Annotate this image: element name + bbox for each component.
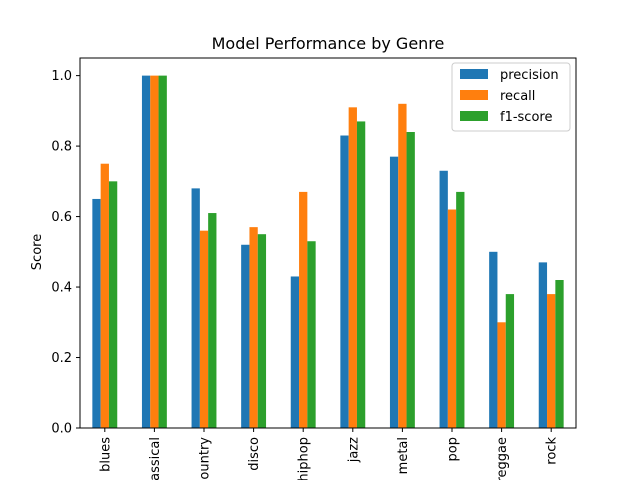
bar-precision-rock [538, 262, 548, 428]
bar-precision-disco [241, 244, 250, 428]
bar-recall-classical [150, 75, 159, 429]
x-tick-label-country: country [198, 437, 213, 480]
bar-precision-pop [439, 170, 448, 428]
legend-swatch-precision [460, 69, 488, 79]
legend-label-f1-score: f1-score [500, 110, 552, 125]
x-tick-label-jazz: jazz [346, 437, 361, 463]
bar-precision-country [191, 188, 200, 428]
legend-swatch-f1-score [460, 111, 488, 121]
bar-recall-blues [100, 163, 109, 428]
legend-label-recall: recall [500, 89, 535, 104]
bar-recall-disco [249, 227, 258, 428]
y-tick-label: 1.0 [51, 69, 72, 84]
x-axis: blues classical country disco hiphop jazz meta… [98, 428, 560, 480]
x-tick-label-rock: rock [545, 437, 560, 465]
y-axis-label: Score [30, 234, 45, 270]
x-tick-label-disco: disco [247, 437, 262, 471]
legend: precision recall f1-score [451, 62, 571, 132]
plot-frame [79, 57, 577, 429]
bar-precision-reggae [489, 251, 498, 428]
bar-f1-score-classical [158, 75, 167, 429]
bar-f1-score-pop [456, 191, 465, 428]
y-tick-label: 0.6 [51, 210, 72, 225]
x-tick-label-hiphop: hiphop [297, 437, 312, 480]
bar-f1-score-hiphop [307, 241, 316, 428]
bar-f1-score-metal [406, 132, 415, 428]
legend-label-precision: precision [500, 68, 559, 83]
bar-f1-score-rock [555, 280, 564, 428]
bar-f1-score-blues [108, 181, 118, 428]
y-tick-label: 0.8 [51, 140, 72, 155]
bar-precision-classical [141, 75, 151, 429]
bar-precision-hiphop [290, 276, 300, 428]
x-tick-label-pop: pop [446, 437, 461, 461]
y-axis: 0.0 0.2 0.4 0.6 0.8 1.0 [51, 69, 80, 437]
bar-f1-score-disco [257, 234, 267, 428]
chart-title: Model Performance by Genre [212, 34, 445, 53]
bar-f1-score-country [208, 213, 217, 428]
x-tick-label-metal: metal [396, 437, 411, 474]
bar-precision-blues [92, 198, 101, 428]
x-tick-label-reggae: reggae [495, 437, 510, 480]
x-tick-label-classical: classical [148, 437, 163, 480]
bar-recall-rock [547, 294, 556, 428]
bars-layer [92, 75, 564, 429]
y-tick-label: 0.2 [51, 351, 72, 366]
bar-recall-jazz [348, 107, 357, 428]
bar-f1-score-reggae [505, 294, 515, 428]
y-tick-label: 0.4 [51, 281, 72, 296]
bar-precision-jazz [340, 135, 349, 428]
bar-precision-metal [389, 156, 399, 429]
bar-recall-metal [398, 103, 407, 428]
y-tick-label: 0.0 [51, 422, 72, 437]
x-tick-label-blues: blues [98, 437, 113, 472]
bar-recall-hiphop [299, 191, 308, 428]
bar-f1-score-jazz [356, 121, 366, 429]
bar-recall-pop [447, 209, 457, 428]
bar-recall-country [199, 230, 209, 428]
legend-swatch-recall [460, 90, 488, 100]
bar-recall-reggae [497, 322, 506, 428]
